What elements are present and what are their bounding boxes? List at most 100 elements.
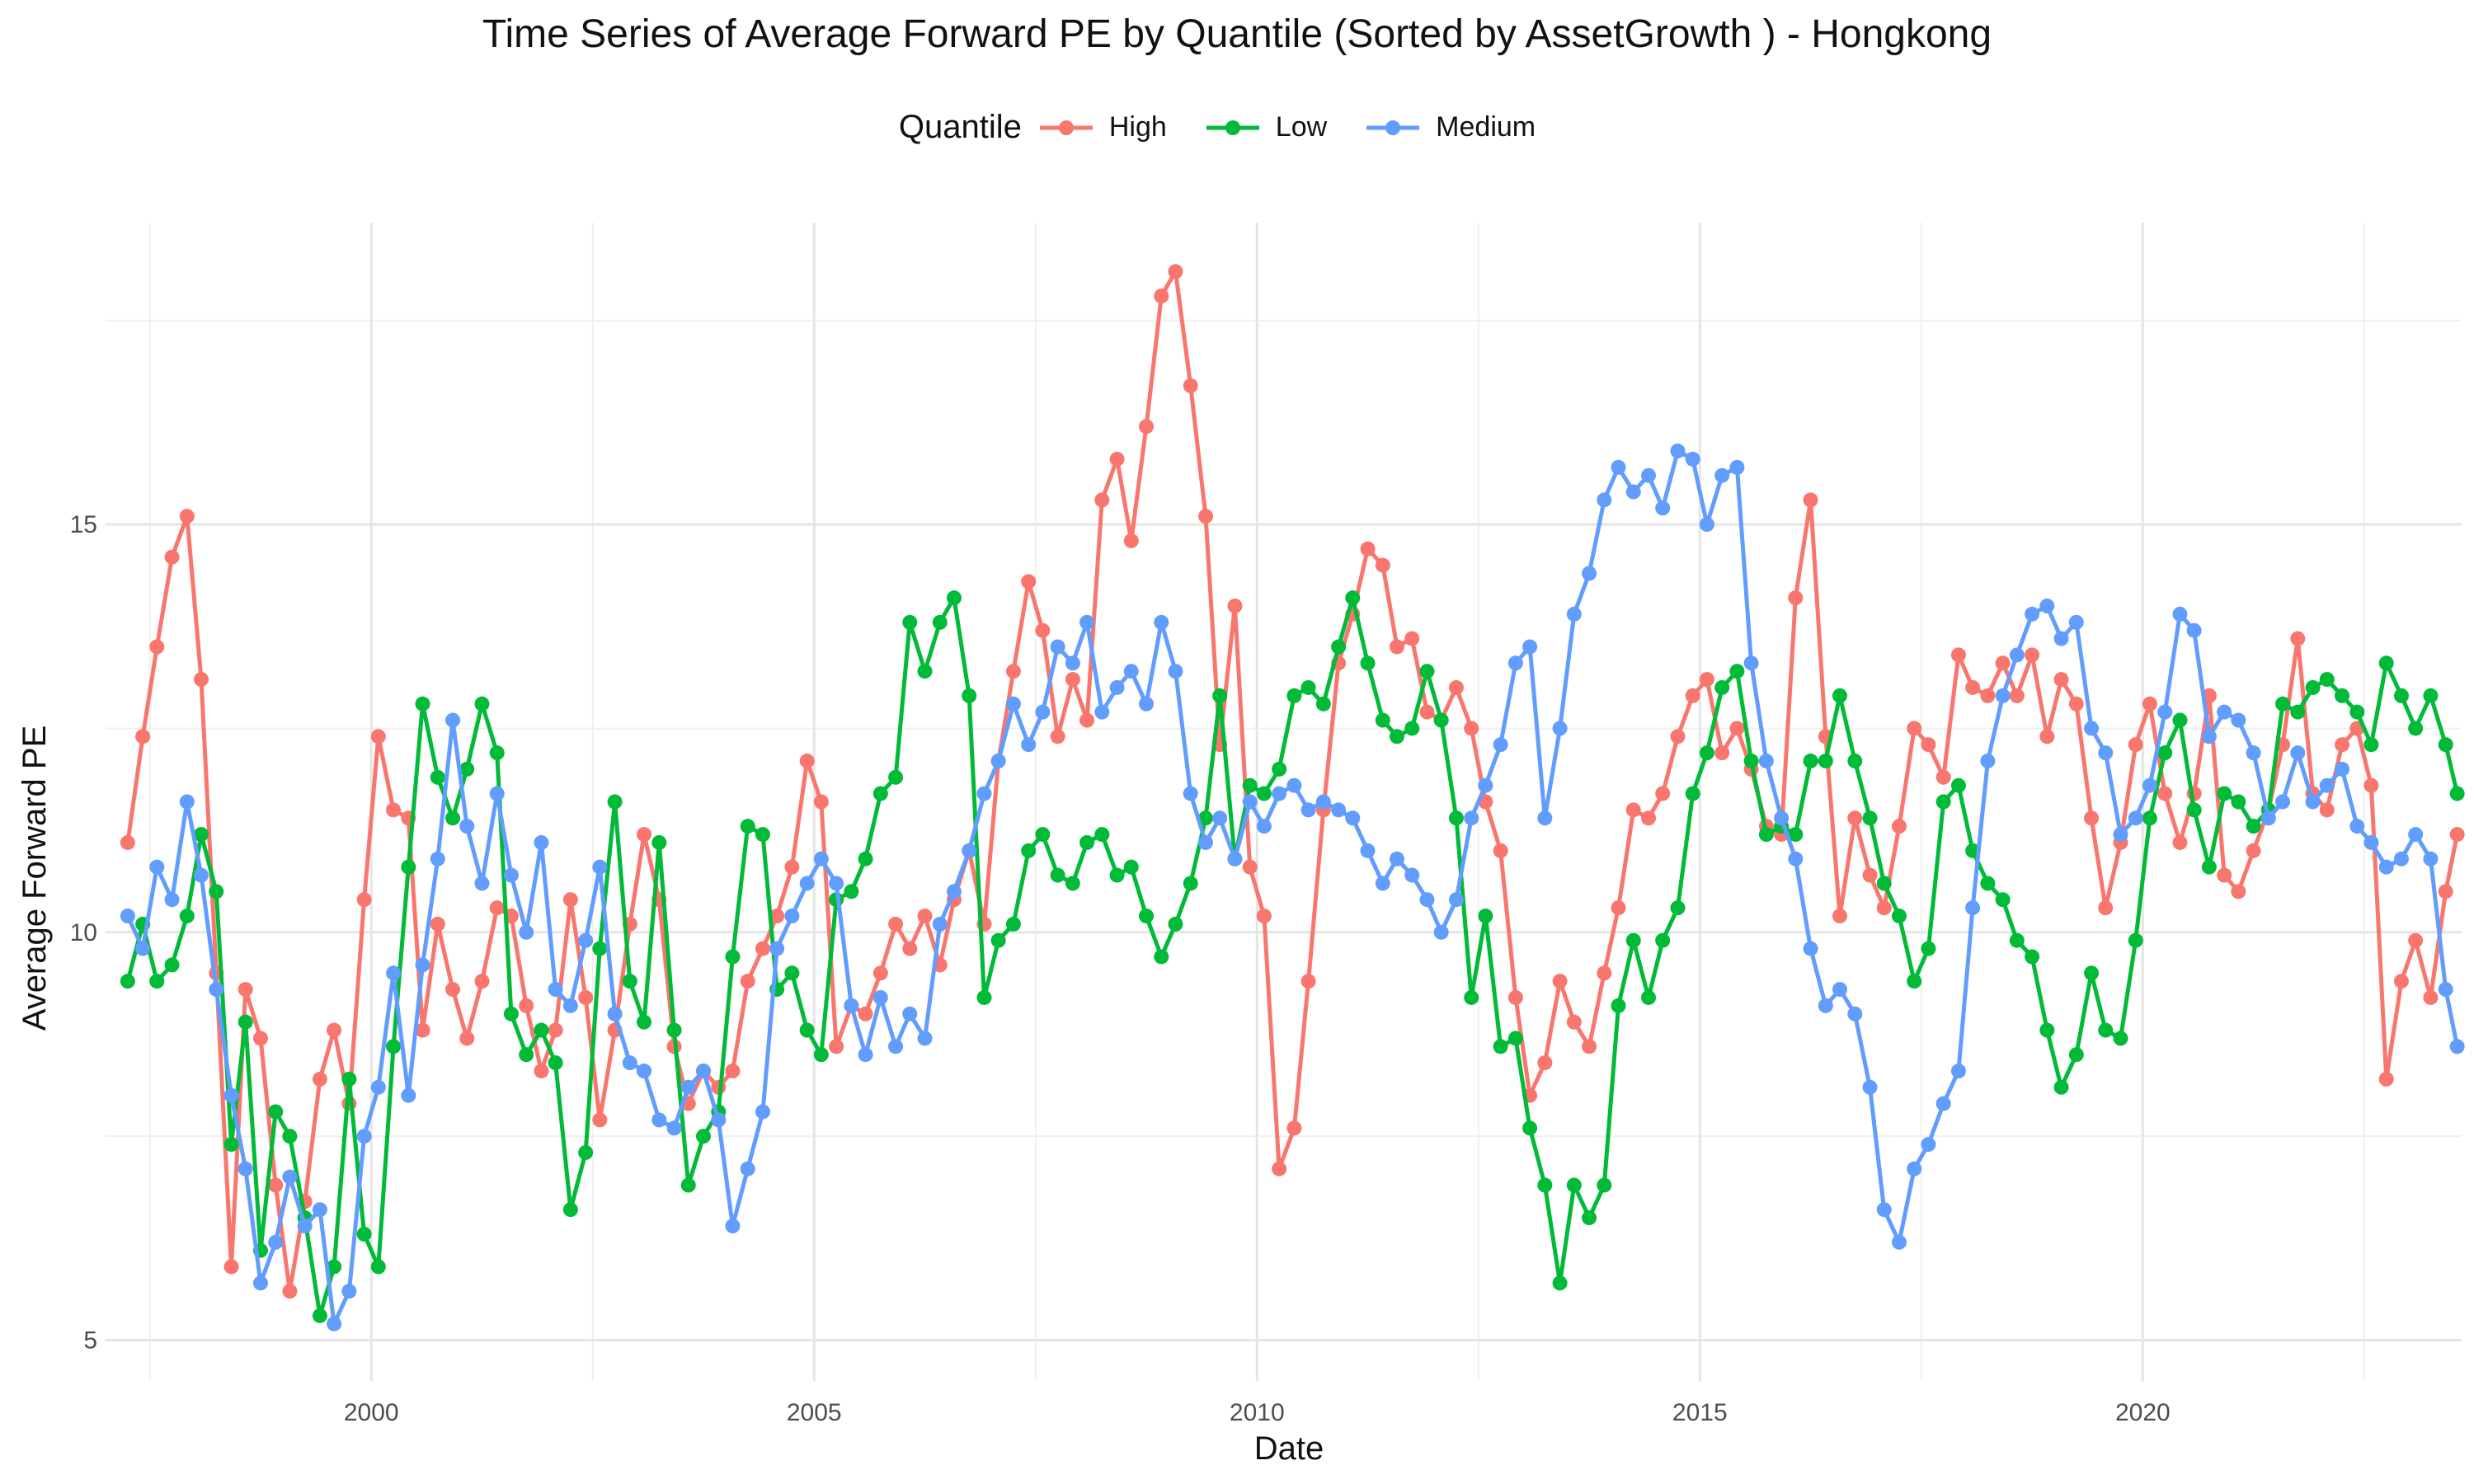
data-point-low	[1788, 827, 1804, 843]
data-point-low	[2275, 696, 2291, 711]
data-point-high	[474, 974, 490, 989]
data-point-high	[1965, 679, 1981, 695]
data-point-high	[1197, 509, 1213, 524]
data-point-low	[2378, 655, 2394, 671]
data-point-medium	[755, 1104, 770, 1120]
data-point-low	[946, 590, 962, 606]
data-point-low	[2068, 1047, 2084, 1063]
data-point-high	[1611, 900, 1626, 916]
data-point-medium	[2305, 794, 2321, 810]
data-point-high	[252, 1031, 268, 1046]
data-point-medium	[1507, 655, 1523, 671]
data-point-low	[2349, 704, 2365, 720]
data-point-low	[1729, 664, 1745, 679]
data-point-low	[415, 696, 430, 711]
y-tick-label: 15	[70, 511, 97, 538]
data-point-high	[1139, 419, 1155, 434]
data-point-low	[1123, 859, 1139, 875]
x-axis-label: Date	[1254, 1430, 1324, 1467]
data-point-medium	[1699, 517, 1714, 533]
data-point-low	[2039, 1022, 2055, 1038]
data-point-low	[1891, 909, 1907, 924]
data-point-high	[1360, 541, 1376, 556]
data-point-medium	[740, 1161, 755, 1176]
data-point-low	[1582, 1210, 1597, 1226]
data-point-high	[1862, 867, 1878, 883]
data-point-low	[1743, 754, 1759, 769]
data-point-medium	[607, 1006, 623, 1021]
data-point-high	[902, 941, 918, 956]
data-point-medium	[1995, 688, 2011, 703]
data-point-low	[2423, 688, 2439, 703]
data-point-high	[149, 639, 165, 655]
data-point-medium	[2098, 745, 2114, 761]
data-point-high	[1788, 590, 1804, 606]
data-point-high	[2290, 631, 2306, 646]
data-point-medium	[1272, 786, 1287, 801]
data-point-medium	[1050, 639, 1065, 655]
data-point-low	[1818, 754, 1833, 769]
data-point-low	[813, 1047, 829, 1063]
data-point-low	[548, 1055, 563, 1071]
data-point-low	[1803, 754, 1818, 769]
data-point-medium	[1611, 459, 1626, 475]
data-point-medium	[813, 851, 829, 866]
data-point-medium	[1035, 704, 1051, 720]
data-point-low	[888, 769, 904, 785]
data-point-low	[1448, 810, 1464, 826]
data-point-medium	[2172, 606, 2188, 622]
data-point-high	[1493, 843, 1508, 858]
data-point-low	[2363, 737, 2379, 753]
data-point-low	[2053, 1079, 2069, 1095]
data-point-medium	[356, 1129, 372, 1144]
data-point-low	[474, 696, 490, 711]
data-point-high	[2393, 974, 2409, 989]
data-point-medium	[902, 1006, 918, 1021]
legend-key-medium	[1366, 120, 1420, 135]
data-point-medium	[769, 941, 785, 956]
data-point-low	[282, 1129, 298, 1144]
data-point-low	[2172, 712, 2188, 728]
data-point-high	[238, 982, 253, 998]
data-point-low	[2449, 786, 2465, 801]
data-point-low	[1154, 949, 1169, 965]
data-point-low	[1876, 876, 1892, 891]
data-point-medium	[1862, 1079, 1878, 1095]
data-point-high	[1950, 647, 1966, 663]
data-point-medium	[1375, 876, 1390, 891]
data-point-low	[1641, 989, 1657, 1005]
legend-key-low	[1206, 120, 1259, 135]
data-point-low	[932, 614, 948, 630]
data-point-high	[813, 794, 829, 810]
data-point-low	[1655, 932, 1671, 948]
data-point-high	[2408, 932, 2424, 948]
data-point-low	[164, 957, 180, 973]
data-point-high	[1272, 1161, 1287, 1176]
data-point-medium	[386, 965, 402, 981]
data-point-low	[193, 827, 209, 843]
data-point-low	[725, 949, 741, 965]
data-point-low	[341, 1071, 357, 1087]
data-point-low	[1021, 843, 1037, 858]
data-point-high	[1729, 721, 1745, 736]
data-point-low	[784, 965, 800, 981]
data-point-medium	[252, 1275, 268, 1291]
data-point-high	[1300, 974, 1316, 989]
data-point-low	[519, 1047, 534, 1063]
data-point-medium	[1183, 786, 1198, 801]
data-point-high	[415, 1022, 430, 1038]
legend-item-low: Low	[1206, 111, 1327, 143]
data-point-low	[637, 1014, 652, 1030]
data-point-medium	[149, 859, 165, 875]
data-point-medium	[238, 1161, 253, 1176]
data-point-medium	[519, 924, 534, 940]
legend-label-medium: Medium	[1436, 111, 1536, 143]
data-point-high	[135, 729, 151, 744]
data-point-medium	[1256, 819, 1272, 834]
data-point-high	[1389, 639, 1404, 655]
data-point-medium	[1389, 851, 1404, 866]
data-point-high	[445, 982, 461, 998]
data-point-high	[179, 509, 195, 524]
data-point-low	[1758, 827, 1774, 843]
data-point-low	[1566, 1177, 1582, 1193]
